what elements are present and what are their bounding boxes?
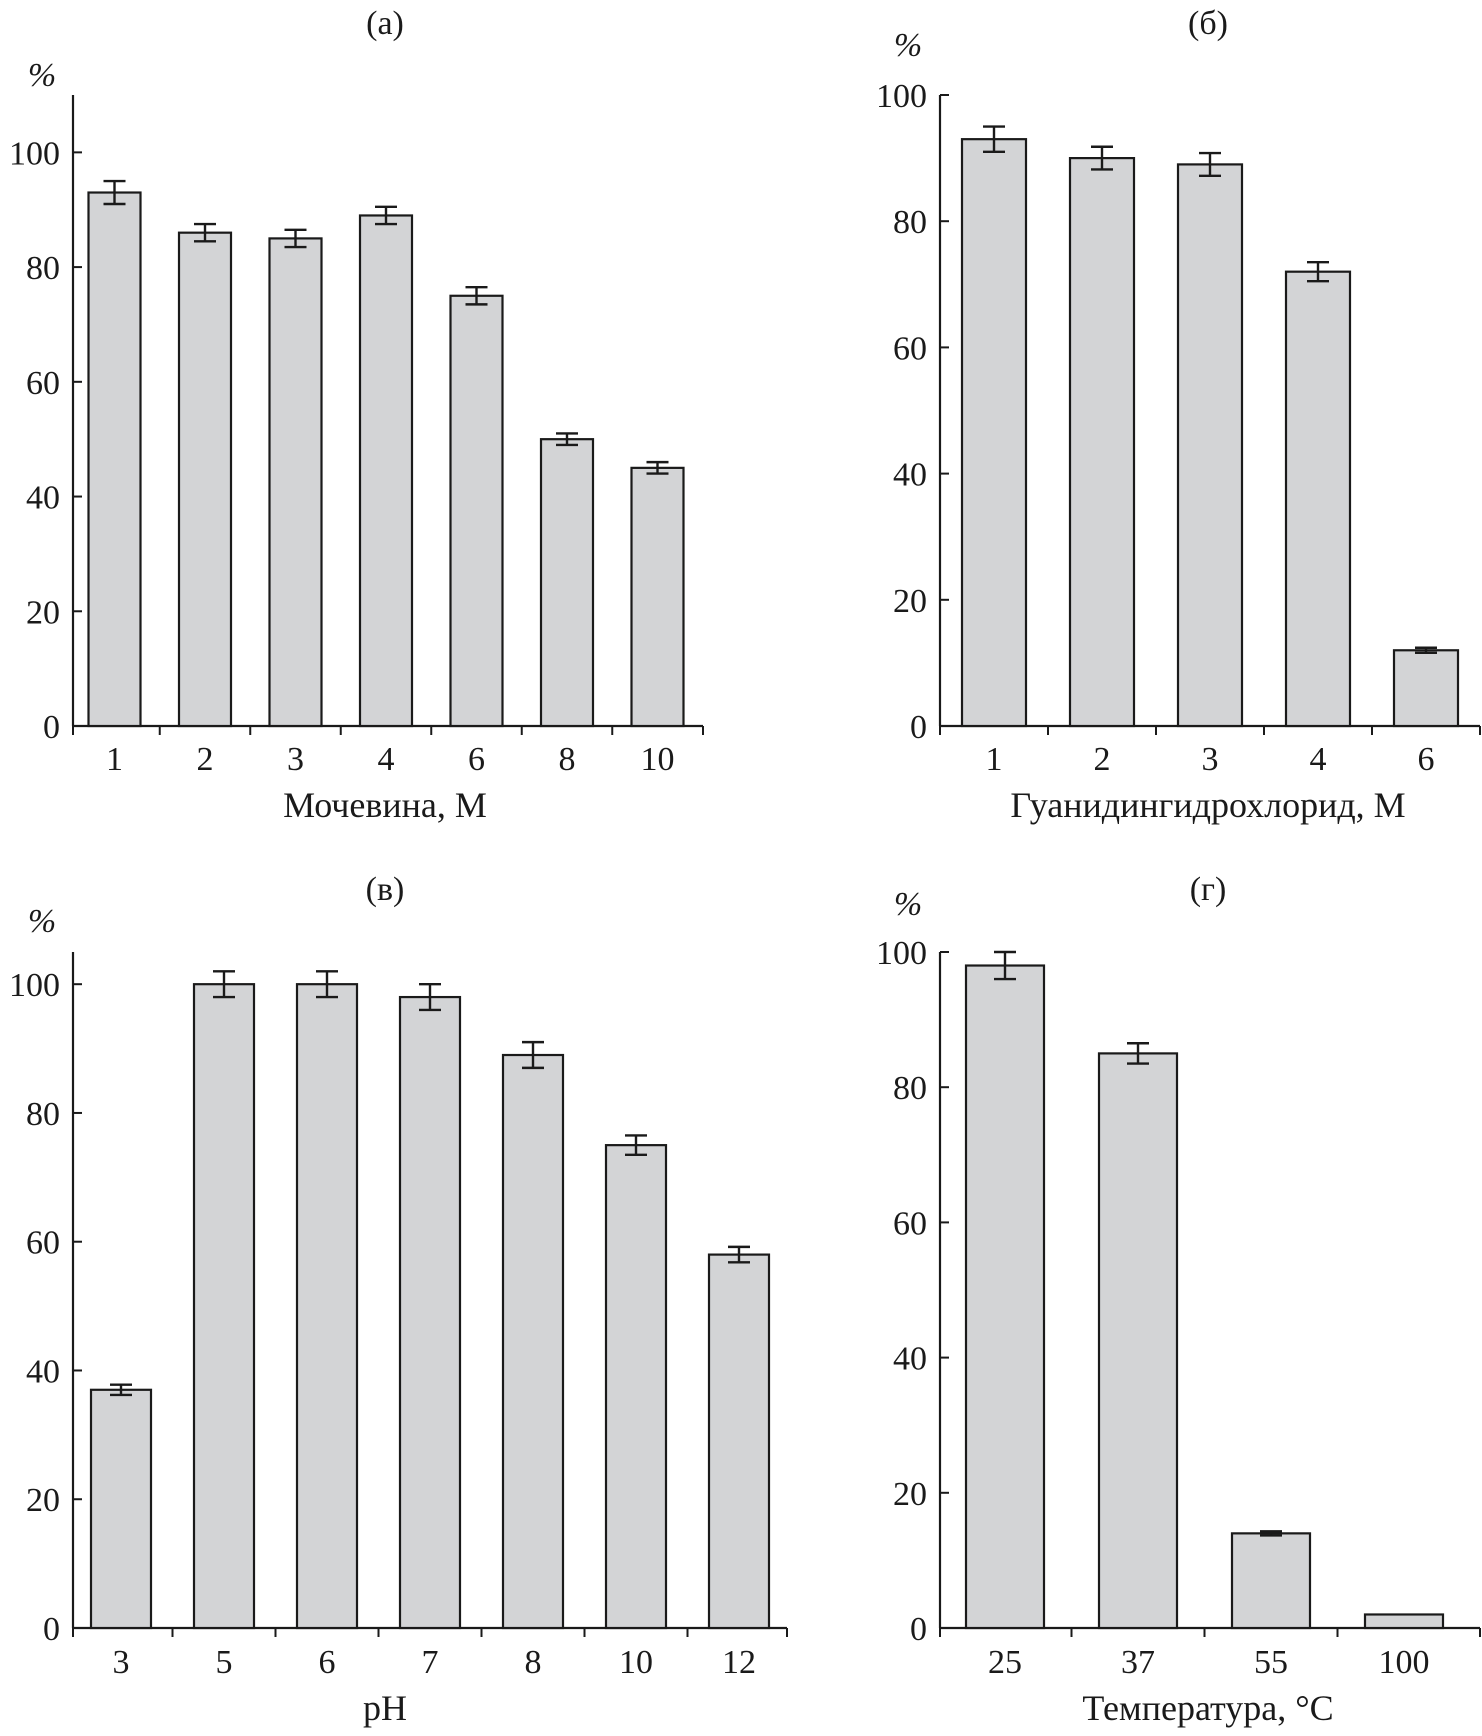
- bar: [960, 138, 1028, 728]
- chart-panel-1: 0 20 40 60 80 100 1 2 3 4 6 (б)% Гуанидингидрохлорид…: [876, 5, 1481, 825]
- panel-label: (б): [1188, 5, 1228, 42]
- bar: [268, 237, 323, 728]
- x-tick-label: 1: [106, 741, 123, 778]
- x-tick-label: 8: [559, 741, 576, 778]
- x-tick-label: 1: [986, 741, 1003, 778]
- x-axis-label: pH: [363, 1688, 407, 1728]
- y-tick-label: 40: [893, 1341, 927, 1378]
- y-axis-label: %: [894, 886, 922, 923]
- y-axis-label: %: [28, 57, 56, 94]
- bar: [1284, 270, 1352, 728]
- y-tick-label: 100: [9, 135, 60, 172]
- x-tick-label: 12: [722, 1644, 756, 1681]
- x-tick-label: 100: [1379, 1644, 1430, 1681]
- y-tick-label: 20: [26, 594, 60, 631]
- x-axis-label: Гуанидингидрохлорид, М: [1010, 785, 1405, 825]
- bar: [604, 1144, 668, 1630]
- x-axis-label: Мочевина, М: [283, 785, 487, 825]
- x-tick-label: 5: [216, 1644, 233, 1681]
- y-tick-label: 60: [893, 330, 927, 367]
- y-tick-label: 20: [893, 583, 927, 620]
- x-tick-label: 10: [619, 1644, 653, 1681]
- y-tick-label: 20: [893, 1476, 927, 1513]
- bar: [1363, 1613, 1445, 1630]
- y-tick-label: 0: [43, 709, 60, 746]
- x-tick-label: 3: [113, 1644, 130, 1681]
- chart-panel-3: 0 20 40 60 80 100 25 37 55 100 (г)% Температура, °С: [876, 871, 1481, 1728]
- y-tick-label: 80: [893, 204, 927, 241]
- chart-panel-0: 0 20 40 60 80 100 1 2 3 4 6 8 10 (а)% Мочевина, М: [9, 5, 704, 825]
- bar: [1176, 163, 1244, 728]
- x-tick-label: 3: [1202, 741, 1219, 778]
- x-tick-label: 37: [1121, 1644, 1155, 1681]
- bar: [358, 214, 414, 728]
- bar: [192, 983, 256, 1630]
- y-tick-label: 40: [893, 457, 927, 494]
- bar: [295, 983, 359, 1630]
- bar: [89, 1388, 153, 1630]
- y-tick-label: 100: [876, 78, 927, 115]
- x-tick-label: 2: [197, 741, 214, 778]
- x-tick-label: 2: [1094, 741, 1111, 778]
- bar: [177, 231, 233, 728]
- bar: [501, 1053, 565, 1630]
- panel-label: (в): [366, 871, 405, 908]
- y-tick-label: 0: [910, 1611, 927, 1648]
- x-tick-label: 6: [1418, 741, 1435, 778]
- y-tick-label: 80: [26, 1096, 60, 1133]
- y-tick-label: 80: [26, 250, 60, 287]
- x-tick-label: 55: [1254, 1644, 1288, 1681]
- x-tick-label: 3: [287, 741, 304, 778]
- bar: [707, 1253, 771, 1630]
- y-tick-label: 60: [893, 1205, 927, 1242]
- y-tick-label: 60: [26, 1225, 60, 1262]
- x-tick-label: 4: [1310, 741, 1327, 778]
- bar: [539, 438, 595, 728]
- y-axis-label: %: [28, 903, 56, 940]
- y-tick-label: 0: [910, 709, 927, 746]
- y-tick-label: 40: [26, 480, 60, 517]
- bar: [630, 466, 685, 728]
- y-tick-label: 100: [876, 935, 927, 972]
- bar: [449, 294, 504, 728]
- x-tick-label: 4: [378, 741, 395, 778]
- panel-label: (а): [366, 5, 404, 42]
- bar: [1068, 157, 1136, 728]
- y-axis-label: %: [894, 27, 922, 64]
- bar: [1392, 649, 1460, 728]
- bar: [1230, 1532, 1312, 1630]
- y-tick-label: 80: [893, 1070, 927, 1107]
- y-tick-label: 100: [9, 967, 60, 1004]
- bar: [964, 964, 1046, 1630]
- bar: [398, 995, 462, 1630]
- y-tick-label: 20: [26, 1482, 60, 1519]
- y-tick-label: 0: [43, 1611, 60, 1648]
- y-tick-label: 40: [26, 1353, 60, 1390]
- x-tick-label: 7: [422, 1644, 439, 1681]
- x-tick-label: 10: [641, 741, 675, 778]
- y-tick-label: 60: [26, 365, 60, 402]
- x-axis-label: Температура, °С: [1082, 1688, 1333, 1728]
- x-tick-label: 6: [319, 1644, 336, 1681]
- x-tick-label: 8: [525, 1644, 542, 1681]
- panel-label: (г): [1190, 871, 1227, 908]
- chart-panel-2: 0 20 40 60 80 100 3 5 6 7 8 10 12 (в)% pH: [9, 871, 788, 1728]
- bar: [1097, 1052, 1179, 1630]
- x-tick-label: 6: [468, 741, 485, 778]
- x-tick-label: 25: [988, 1644, 1022, 1681]
- bar: [87, 191, 142, 728]
